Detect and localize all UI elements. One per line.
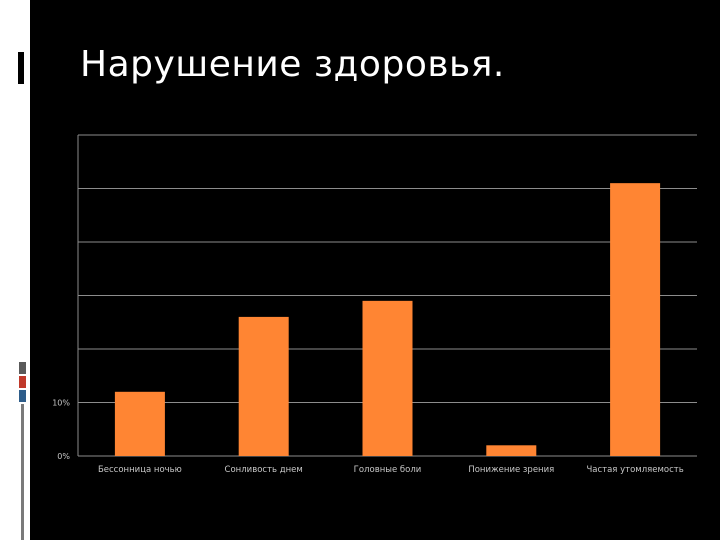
category-label: Бессонница ночью <box>98 465 182 475</box>
category-label: Головные боли <box>354 465 422 475</box>
bar-1 <box>114 391 165 456</box>
bar-3 <box>362 300 413 456</box>
bar-2 <box>238 316 289 456</box>
category-label: Сонливость днем <box>225 465 303 475</box>
page-title: Нарушение здоровья. <box>80 44 505 85</box>
category-label: Понижение зрения <box>468 465 554 475</box>
bar-5 <box>610 183 661 456</box>
bar-4 <box>486 445 537 456</box>
y-tick-label: 0% <box>57 452 70 461</box>
chart-category-labels: Бессонница ночью Сонливость днем Головные … <box>98 465 684 475</box>
chart-y-tick-labels: 0% 10% <box>52 399 70 462</box>
y-tick-label: 10% <box>52 399 70 408</box>
chart-bars <box>114 183 661 456</box>
category-label: Частая утомляемость <box>586 465 683 475</box>
